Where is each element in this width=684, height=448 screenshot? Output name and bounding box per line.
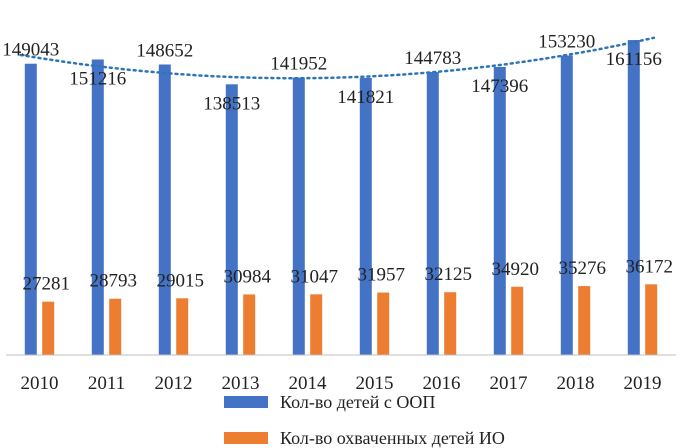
data-label-io-2017: 34920 — [491, 259, 539, 280]
bar-io-2011 — [109, 298, 122, 355]
bar-io-2015 — [377, 292, 390, 355]
data-label-ooп-2012: 148652 — [136, 40, 193, 61]
bar-ooп-2018 — [560, 55, 573, 355]
data-label-ooп-2019: 161156 — [606, 49, 662, 70]
data-label-io-2013: 30984 — [223, 266, 271, 287]
bar-io-2016 — [444, 292, 457, 355]
bar-ooп-2011 — [91, 59, 104, 355]
data-labels-layer: 149043 27281 151216 28793 148652 29015 138513 3… — [2, 32, 673, 295]
data-label-ooп-2017: 147396 — [471, 76, 528, 97]
bar-ooп-2016 — [426, 72, 439, 356]
bar-ooп-2013 — [225, 84, 238, 355]
x-tick-2011: 2011 — [88, 373, 125, 394]
data-label-io-2010: 27281 — [22, 274, 70, 295]
bars-layer — [24, 40, 658, 356]
data-label-io-2014: 31047 — [290, 266, 338, 287]
x-tick-2014: 2014 — [289, 373, 328, 394]
data-label-io-2011: 28793 — [89, 271, 137, 292]
bar-ooп-2014 — [292, 77, 305, 355]
data-label-ooп-2018: 153230 — [538, 32, 595, 53]
x-tick-2012: 2012 — [155, 373, 193, 394]
x-tick-2013: 2013 — [222, 373, 260, 394]
bar-io-2010 — [42, 301, 55, 355]
x-tick-labels: 2010 2011 2012 2013 2014 2015 2016 2017 2018 2019 — [21, 373, 662, 394]
x-tick-2019: 2019 — [624, 373, 662, 394]
legend-swatch-2 — [224, 432, 268, 444]
bar-io-2013 — [243, 294, 256, 355]
bar-ooп-2012 — [158, 64, 171, 355]
x-tick-2016: 2016 — [423, 373, 461, 394]
bar-io-2017 — [511, 286, 524, 355]
x-tick-2010: 2010 — [21, 373, 59, 394]
legend-swatch-1 — [224, 396, 268, 408]
bar-ooп-2015 — [359, 77, 372, 355]
bar-io-2012 — [176, 298, 189, 355]
bar-io-2014 — [310, 294, 323, 355]
bar-ooп-2019 — [627, 40, 640, 356]
data-label-io-2015: 31957 — [357, 265, 405, 286]
data-label-ooп-2011: 151216 — [69, 68, 126, 89]
legend-label-1: Кол-во детей с ООП — [280, 392, 435, 412]
data-label-ooп-2010: 149043 — [2, 40, 59, 61]
data-label-ooп-2016: 144783 — [404, 48, 461, 69]
legend: Кол-во детей с ООП Кол-во охваченных дете… — [224, 392, 505, 448]
x-tick-2015: 2015 — [356, 373, 394, 394]
data-label-ooп-2014: 141952 — [270, 54, 327, 75]
bar-io-2019 — [645, 284, 658, 355]
legend-label-2: Кол-во охваченных детей ИО — [280, 428, 505, 448]
x-tick-2018: 2018 — [557, 373, 595, 394]
data-label-ooп-2015: 141821 — [337, 87, 394, 108]
bar-io-2018 — [578, 286, 591, 355]
bar-ooп-2010 — [24, 63, 37, 356]
data-label-io-2012: 29015 — [156, 270, 204, 291]
trendline — [19, 36, 656, 80]
data-label-ooп-2013: 138513 — [203, 93, 260, 114]
bar-ooп-2017 — [493, 66, 506, 355]
x-tick-2017: 2017 — [490, 373, 528, 394]
data-label-io-2016: 32125 — [424, 264, 472, 285]
data-label-io-2019: 36172 — [625, 256, 673, 277]
data-label-io-2018: 35276 — [558, 258, 606, 279]
